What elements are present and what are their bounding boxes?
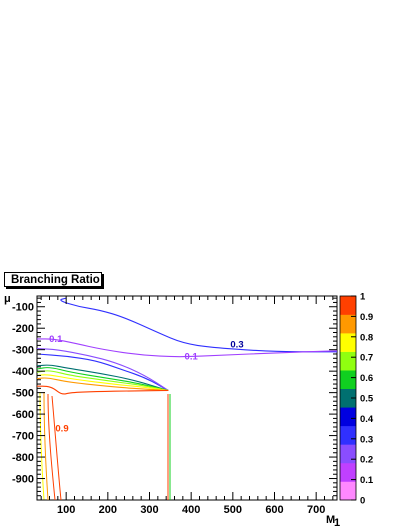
colorbar-segment-4 [340,407,356,427]
chart-title: Branching Ratio [4,272,102,287]
contour-annotation-3: 0.9 [55,423,68,434]
colorbar-label-7: 0.7 [360,353,373,364]
contour-line-0-9-9 [36,385,169,395]
contour-annotation-1: 0.1 [185,351,199,362]
x-tick-label-100: 100 [57,504,75,516]
contour-line-0-7-7 [36,374,169,392]
y-tick-label-800: -800 [12,452,34,464]
x-axis-title-subscript: 1 [334,517,340,527]
plot-frame [36,295,338,501]
y-tick-label-400: -400 [12,366,34,378]
contour-labels: 0.1 0.1 0.3 0.9 [49,334,243,434]
x-tick-label-400: 400 [182,504,200,516]
colorbar-segment-8 [340,333,356,352]
y-tick-label-200: -200 [12,323,34,335]
x-tick-label-600: 600 [265,504,283,516]
colorbar-segment-6 [340,370,356,390]
vertical-boundary-lines [39,391,171,501]
red-low-left-curve-2 [51,395,62,501]
contour-line-0-5-5 [36,367,169,392]
y-axis-title: μ [4,293,11,305]
y-tick-label-700: -700 [12,431,34,443]
contour-line-0-3-1 [36,353,169,391]
x-tick-label-500: 500 [224,504,242,516]
y-tick-label-600: -600 [12,409,34,421]
contour-annotation-2: 0.3 [230,340,243,351]
y-tick-label-100: -100 [12,302,34,314]
red-low-left-curve-1 [47,393,56,501]
x-tick-label-300: 300 [140,504,158,516]
colorbar-segment-10 [340,296,356,315]
colorbar-label-1: 0.1 [360,475,374,486]
y-tick-label-300: -300 [12,345,34,357]
contour-layer [36,297,338,395]
colorbar-segment-3 [340,425,356,445]
y-tick-label-900: -900 [12,474,34,486]
contour-line-0-2-3 [36,348,169,391]
colorbar-label-2: 0.2 [360,455,373,466]
contour-line-0-8-8 [36,377,169,392]
colorbar-segment-5 [340,388,356,408]
contour-line-0-4-4 [36,364,169,392]
colorbar-label-8: 0.8 [360,332,373,343]
contour-line-0-3-0 [60,297,337,353]
colorbar-segment-9 [340,314,356,334]
colorbar: 0 0.1 0.2 0.3 0.4 0.5 0.6 0.7 0.8 0.9 1 [339,292,374,507]
colorbar-label-4: 0.4 [360,414,374,425]
colorbar-segment-7 [340,351,356,371]
y-axis: -100 -200 -300 -400 -500 -600 -700 -800 -900 [12,297,337,501]
colorbar-label-6: 0.6 [360,373,373,384]
x-axis: 100 200 300 400 500 600 700 [40,296,334,516]
x-tick-label-700: 700 [307,504,325,516]
colorbar-label-9: 0.9 [360,312,373,323]
colorbar-label-3: 0.3 [360,434,373,445]
x-tick-label-200: 200 [99,504,117,516]
colorbar-label-5: 0.5 [360,394,374,405]
y-tick-label-500: -500 [12,388,34,400]
colorbar-label-0: 0 [360,496,365,507]
colorbar-label-10: 1 [360,292,366,303]
x-axis-title: M [326,514,335,526]
colorbar-segment-1 [340,462,356,482]
contour-annotation-0: 0.1 [49,334,63,345]
orange-low-left-curve [43,391,49,501]
contour-line-0-1-2 [36,338,338,358]
colorbar-segment-0 [340,481,356,501]
colorbar-segment-2 [340,444,356,464]
yellow-low-left-curve [39,391,45,501]
